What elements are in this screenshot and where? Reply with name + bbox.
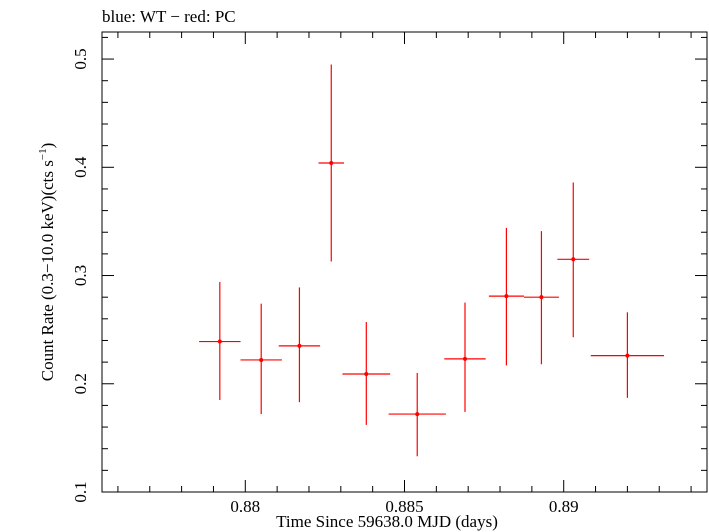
data-points [199,64,665,457]
data-point [590,312,665,398]
x-axis-ticks: 0.88 0.885 0.89 [117,32,692,516]
data-marker [463,356,467,361]
x-tick-label: 0.88 [230,497,260,516]
data-marker [297,343,302,348]
data-marker [539,295,544,300]
data-point [388,372,446,457]
x-tick-label: 0.885 [385,497,423,516]
data-marker [217,339,222,344]
y-axis-label-close: ) [38,143,57,149]
y-tick-label: 0.3 [71,265,90,286]
data-point [278,287,321,403]
data-point [240,303,282,415]
x-axis-label: Time Since 59638.0 MJD (days) [276,512,498,531]
data-marker [259,357,264,362]
data-point [523,231,559,365]
y-axis-ticks: 0.1 0.2 0.3 0.4 0.5 [71,36,707,503]
plot-frame [101,31,708,493]
data-marker [415,412,420,417]
data-marker [504,294,509,299]
data-point [557,182,590,338]
y-tick-label: 0.5 [71,48,90,69]
x-tick-label: 0.89 [549,497,579,516]
y-axis-label-main: Count Rate (0.3−10.0 keV)(cts s [38,160,57,381]
y-axis-label-sup: −1 [37,148,49,160]
data-point [199,282,241,400]
data-point [444,302,486,412]
data-point [488,227,524,366]
data-marker [571,257,576,262]
y-axis-label: Count Rate (0.3−10.0 keV)(cts s−1) [37,143,57,382]
data-marker [364,372,369,377]
y-tick-label: 0.1 [71,481,90,502]
data-point [318,64,344,262]
data-marker [329,160,334,165]
y-tick-label: 0.4 [71,156,90,178]
chart-title: blue: WT − red: PC [102,7,236,26]
data-marker [625,353,630,358]
y-tick-label: 0.2 [71,373,90,394]
data-point [342,322,391,425]
